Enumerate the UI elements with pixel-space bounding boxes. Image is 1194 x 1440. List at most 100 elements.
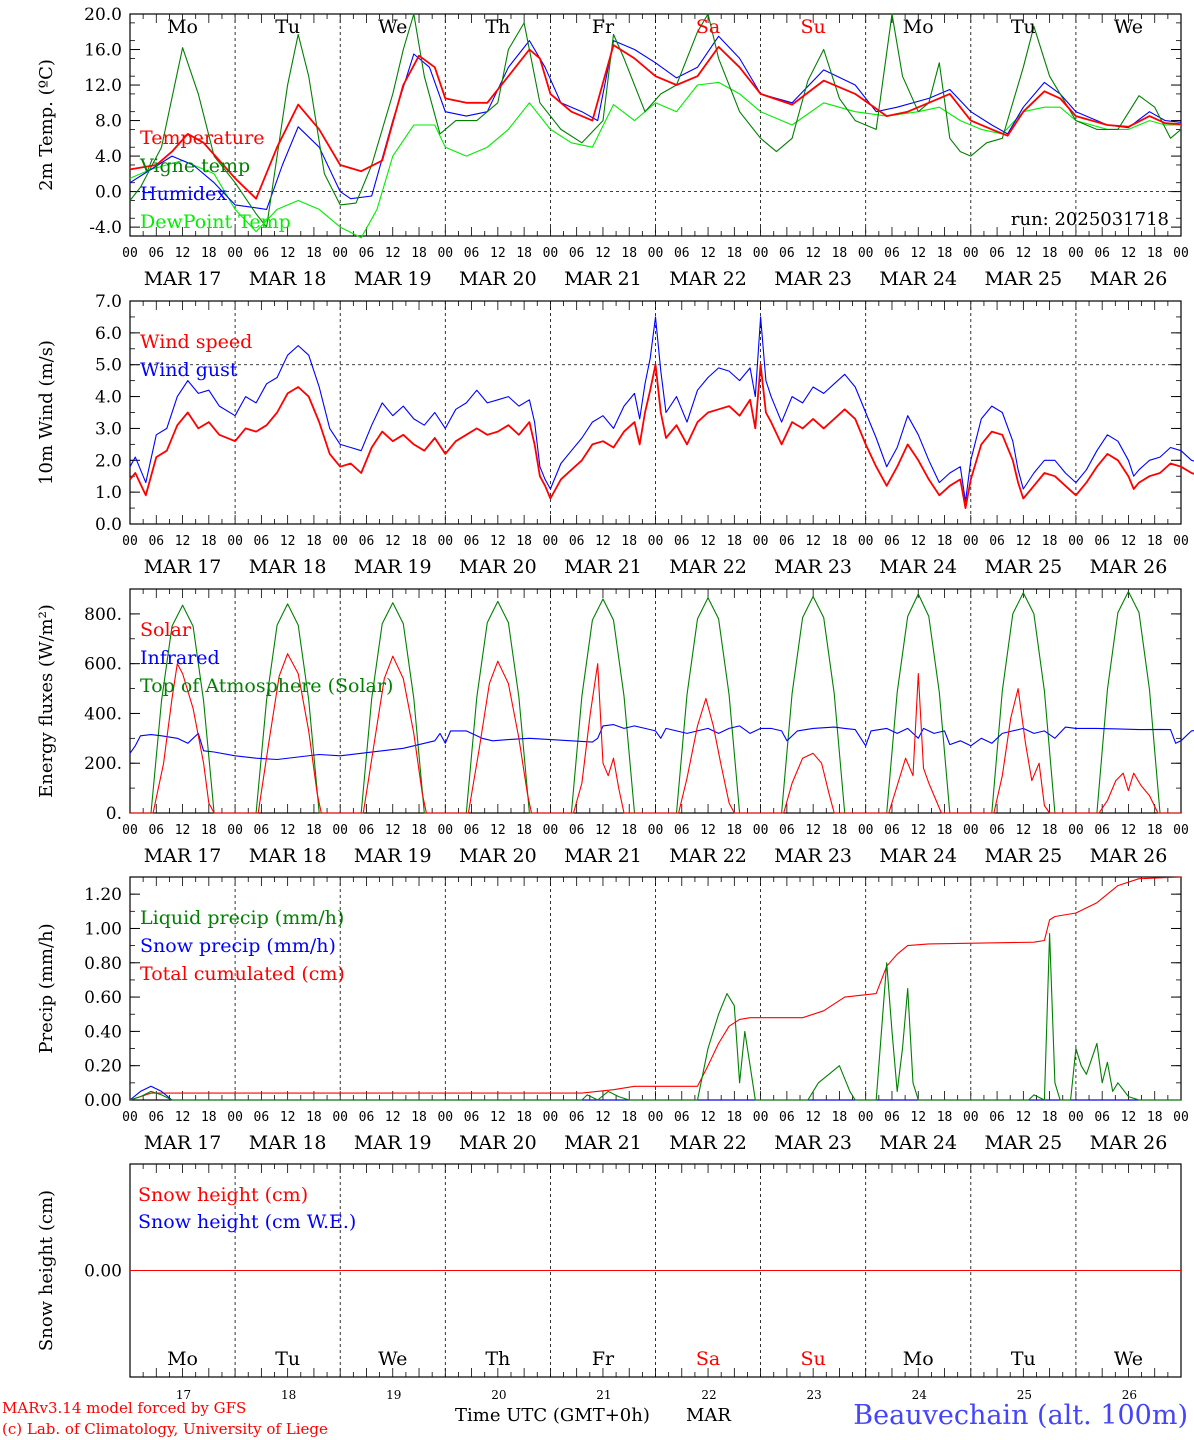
hour-label: 06	[779, 534, 795, 549]
hour-label: 06	[464, 823, 480, 838]
hour-label: 18	[306, 246, 322, 261]
hour-label: 00	[227, 1110, 243, 1125]
hour-label: 06	[254, 246, 270, 261]
weekday-label: Mo	[903, 16, 934, 38]
hour-label: 06	[989, 534, 1005, 549]
hour-label: 06	[1094, 1110, 1110, 1125]
hour-label: 12	[385, 246, 401, 261]
y-axis-title: Precip (mm/h)	[36, 923, 57, 1053]
date-label: MAR 21	[564, 1132, 642, 1154]
legend-entry: DewPoint Temp	[140, 211, 291, 233]
date-label: MAR 24	[879, 268, 957, 290]
hour-label: 00	[1068, 246, 1084, 261]
y-tick-label: 1.00	[84, 919, 122, 939]
hour-label: 00	[858, 823, 874, 838]
date-label: MAR 25	[984, 268, 1062, 290]
hour-label: 12	[385, 534, 401, 549]
hour-label: 12	[805, 246, 821, 261]
hour-label: 18	[201, 246, 217, 261]
hour-label: 12	[490, 823, 506, 838]
hour-label: 06	[989, 1110, 1005, 1125]
y-tick-label: 4.0	[95, 147, 122, 167]
hour-label: 18	[621, 1110, 637, 1125]
hour-label: 06	[464, 1110, 480, 1125]
hour-label: 06	[569, 246, 585, 261]
y-tick-label: 20.0	[84, 5, 122, 25]
weekday-label: Tu	[1011, 16, 1036, 38]
weekday-label: Sa	[696, 1348, 720, 1370]
day-number-label: 20	[491, 1388, 506, 1402]
hour-label: 06	[674, 823, 690, 838]
date-label: MAR 24	[879, 1132, 957, 1154]
legend-entry: Snow height (cm W.E.)	[138, 1211, 356, 1233]
weekday-label: Sa	[696, 16, 720, 38]
hour-label: 18	[306, 1110, 322, 1125]
hour-label: 00	[648, 246, 664, 261]
hour-label: 18	[1147, 246, 1163, 261]
hour-label: 12	[490, 246, 506, 261]
weekday-label: We	[1114, 16, 1143, 38]
y-tick-label: 400.	[84, 704, 122, 724]
legend-entry: Temperature	[140, 127, 264, 149]
hour-label: 06	[569, 823, 585, 838]
legend-entry: Wind gust	[140, 359, 238, 381]
series-line-top-of-atmosphere-solar-	[130, 590, 1181, 814]
hour-label: 00	[963, 246, 979, 261]
hour-label: 18	[516, 246, 532, 261]
hour-label: 06	[359, 246, 375, 261]
hour-label: 06	[148, 823, 164, 838]
hour-label: 18	[1042, 1110, 1058, 1125]
date-label: MAR 18	[249, 845, 327, 867]
hour-label: 06	[779, 823, 795, 838]
hour-label: 12	[385, 1110, 401, 1125]
hour-label: 18	[201, 534, 217, 549]
hour-label: 06	[569, 1110, 585, 1125]
hour-label: 00	[332, 246, 348, 261]
hour-label: 18	[726, 823, 742, 838]
hour-label: 06	[989, 823, 1005, 838]
legend-entry: Infrared	[140, 647, 220, 669]
hour-label: 12	[1016, 1110, 1032, 1125]
hour-label: 12	[175, 246, 191, 261]
hour-label: 00	[1173, 823, 1189, 838]
weekday-label: Fr	[592, 16, 615, 38]
legend-entry: Snow height (cm)	[138, 1184, 308, 1206]
date-label: MAR 22	[669, 845, 747, 867]
y-tick-label: 12.0	[84, 76, 122, 96]
series-line-vigne-temp	[129, 13, 1182, 228]
y-tick-label: 7.0	[95, 292, 122, 312]
y-tick-label: 3.0	[95, 419, 122, 439]
hour-label: 18	[1147, 534, 1163, 549]
y-axis-title: Snow height (cm)	[36, 1190, 57, 1351]
series-line-wind-speed	[129, 363, 1194, 510]
date-label: MAR 21	[564, 845, 642, 867]
hour-label: 06	[254, 1110, 270, 1125]
hour-label: 12	[805, 534, 821, 549]
hour-label: 12	[805, 823, 821, 838]
day-number-label: 25	[1017, 1388, 1032, 1402]
hour-label: 18	[1042, 246, 1058, 261]
hour-label: 12	[595, 1110, 611, 1125]
hour-label: 12	[910, 1110, 926, 1125]
hour-label: 12	[280, 1110, 296, 1125]
series-line-temperature	[129, 44, 1182, 200]
hour-label: 18	[1147, 823, 1163, 838]
date-label: MAR 17	[144, 1132, 222, 1154]
hour-label: 06	[884, 823, 900, 838]
y-tick-label: 200.	[84, 754, 122, 774]
hour-label: 06	[674, 1110, 690, 1125]
day-number-label: 24	[912, 1388, 928, 1402]
hour-label: 18	[516, 1110, 532, 1125]
hour-label: 18	[306, 823, 322, 838]
legend-entry: Solar	[140, 619, 192, 641]
hour-label: 06	[884, 246, 900, 261]
hour-label: 00	[543, 246, 559, 261]
hour-label: 12	[385, 823, 401, 838]
hour-label: 00	[963, 534, 979, 549]
hour-label: 00	[753, 246, 769, 261]
date-label: MAR 20	[459, 268, 537, 290]
legend-entry: Wind speed	[140, 331, 252, 353]
date-label: MAR 24	[879, 845, 957, 867]
date-label: MAR 23	[774, 1132, 852, 1154]
date-label: MAR 20	[459, 556, 537, 578]
